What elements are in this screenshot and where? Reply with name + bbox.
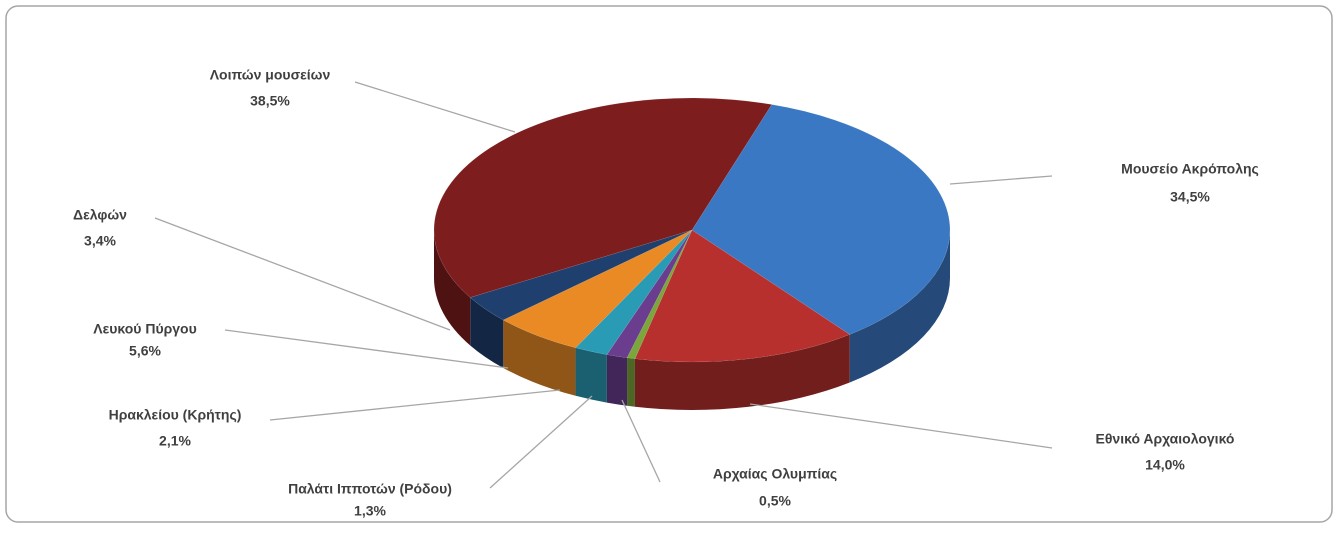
slice-side — [849, 230, 950, 383]
leader-line — [949, 175, 1053, 185]
slice-side — [470, 297, 504, 369]
labels: Μουσείο Ακρόπολης 34,5% Εθνικό Αρχαιολογικ… — [73, 67, 1259, 519]
leader-line — [224, 329, 509, 369]
slice-label: Ηρακλείου (Κρήτης) — [109, 407, 242, 423]
slice-value-label: 3,4% — [84, 233, 116, 249]
slice — [606, 229, 693, 359]
leader-line — [621, 399, 661, 483]
slice — [634, 229, 851, 363]
slice-value-label: 38,5% — [250, 93, 290, 109]
slice-label: Αρχαίας Ολυμπίας — [713, 466, 837, 482]
slice-label: Λευκού Πύργου — [93, 321, 196, 337]
slice-label: Μουσείο Ακρόπολης — [1121, 161, 1259, 177]
slice — [691, 104, 951, 335]
slice-tops — [433, 97, 951, 363]
slice — [575, 229, 693, 355]
slice-side — [503, 320, 576, 396]
slice-value-label: 1,3% — [354, 503, 386, 519]
slice — [626, 229, 693, 360]
slice-value-label: 5,6% — [129, 343, 161, 359]
slice-label: Δελφών — [73, 207, 127, 223]
slice-side — [634, 334, 850, 410]
leader-line — [749, 403, 1053, 449]
leader-line — [269, 389, 561, 421]
leader-line — [489, 395, 593, 489]
slice-sides — [434, 230, 950, 410]
slice-side — [627, 357, 635, 407]
slice — [433, 97, 773, 298]
slice-value-label: 14,0% — [1145, 457, 1185, 473]
slice-value-label: 2,1% — [159, 433, 191, 449]
slice-side — [606, 354, 628, 406]
slice — [469, 229, 693, 321]
leader-line — [154, 217, 451, 331]
slice-label: Εθνικό Αρχαιολογικό — [1096, 431, 1235, 447]
leader-line — [354, 81, 516, 133]
slice — [502, 229, 693, 349]
slice-value-label: 0,5% — [759, 493, 791, 509]
slice-label: Λοιπών μουσείων — [210, 67, 331, 83]
slice-value-label: 34,5% — [1170, 189, 1210, 205]
slice-side — [434, 230, 471, 346]
slice-side — [575, 347, 607, 403]
slice-label: Παλάτι Ιπποτών (Ρόδου) — [288, 481, 452, 497]
